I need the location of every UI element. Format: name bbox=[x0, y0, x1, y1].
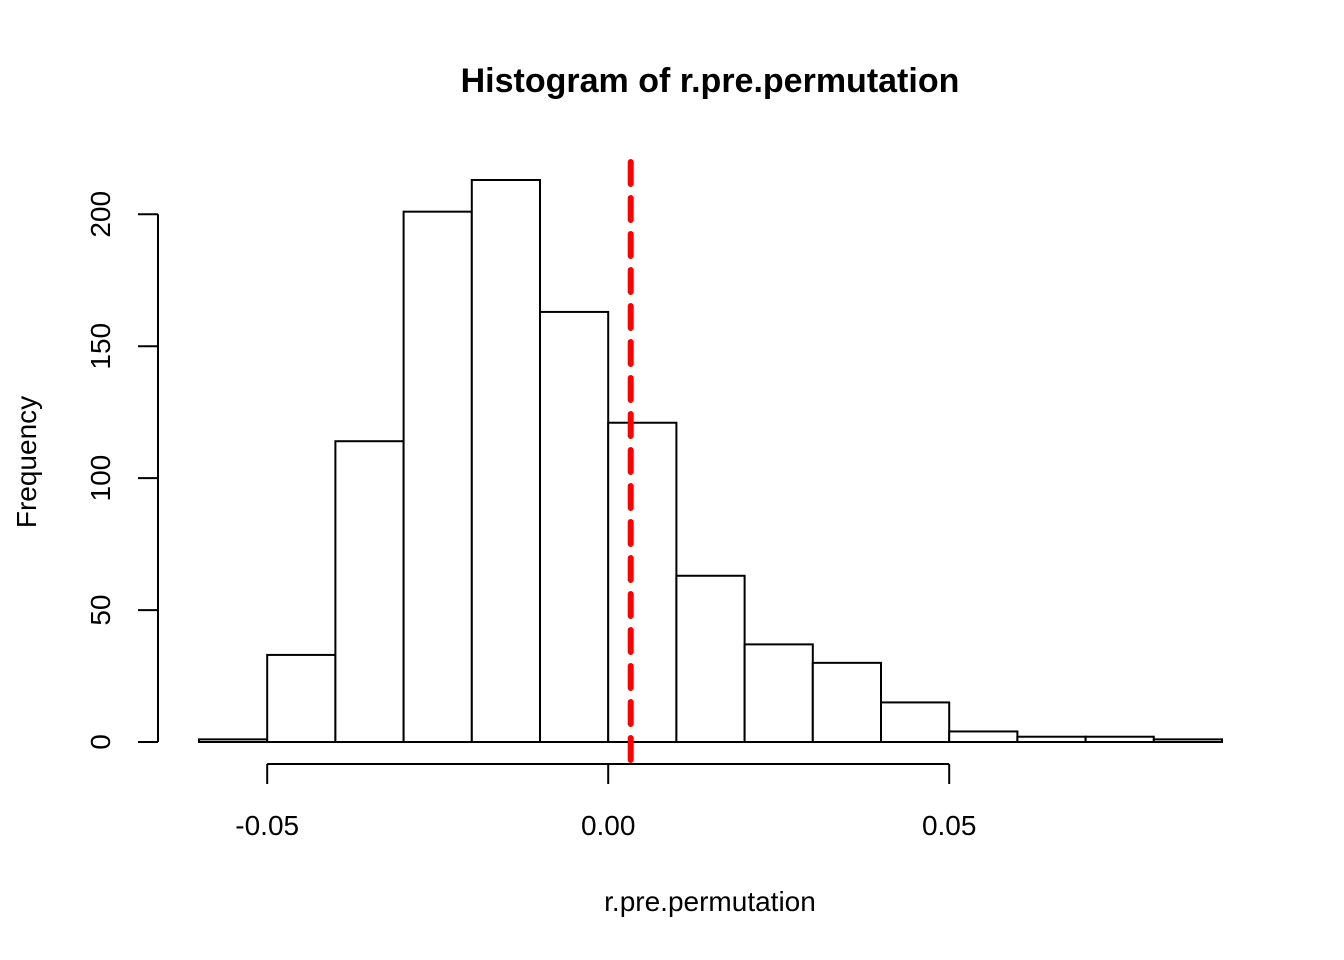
histogram-bar bbox=[1084, 735, 1155, 744]
y-tick-label: 0 bbox=[85, 734, 116, 750]
y-tick-label: 50 bbox=[85, 594, 116, 625]
bars-group bbox=[198, 179, 1224, 744]
histogram-bar bbox=[266, 653, 337, 743]
x-axis-label: r.pre.permutation bbox=[604, 886, 816, 917]
x-tick-label: 0.00 bbox=[581, 810, 636, 841]
x-tick-label: 0.05 bbox=[922, 810, 977, 841]
y-axis-label: Frequency bbox=[11, 396, 42, 528]
histogram-bar bbox=[811, 661, 882, 744]
histogram-bar bbox=[402, 210, 473, 743]
histogram-bar bbox=[675, 574, 746, 744]
chart-title: Histogram of r.pre.permutation bbox=[461, 62, 960, 100]
y-tick-label: 100 bbox=[85, 455, 116, 502]
y-tick-label: 150 bbox=[85, 323, 116, 370]
y-tick-label: 200 bbox=[85, 191, 116, 238]
histogram-bar bbox=[1152, 738, 1224, 744]
histogram-bar bbox=[880, 701, 951, 744]
histogram-bar bbox=[1016, 735, 1087, 744]
histogram-bar bbox=[539, 310, 610, 743]
histogram-bar bbox=[607, 421, 678, 743]
histogram-bar bbox=[470, 179, 541, 743]
x-axis: -0.05 0.00 0.05 bbox=[235, 763, 977, 841]
x-tick-label: -0.05 bbox=[235, 810, 299, 841]
histogram-bar bbox=[334, 440, 405, 743]
y-axis: 0 50 100 150 200 bbox=[85, 191, 159, 750]
histogram-bar bbox=[743, 643, 814, 744]
histogram-bar bbox=[948, 730, 1019, 743]
histogram-bar bbox=[198, 738, 269, 744]
